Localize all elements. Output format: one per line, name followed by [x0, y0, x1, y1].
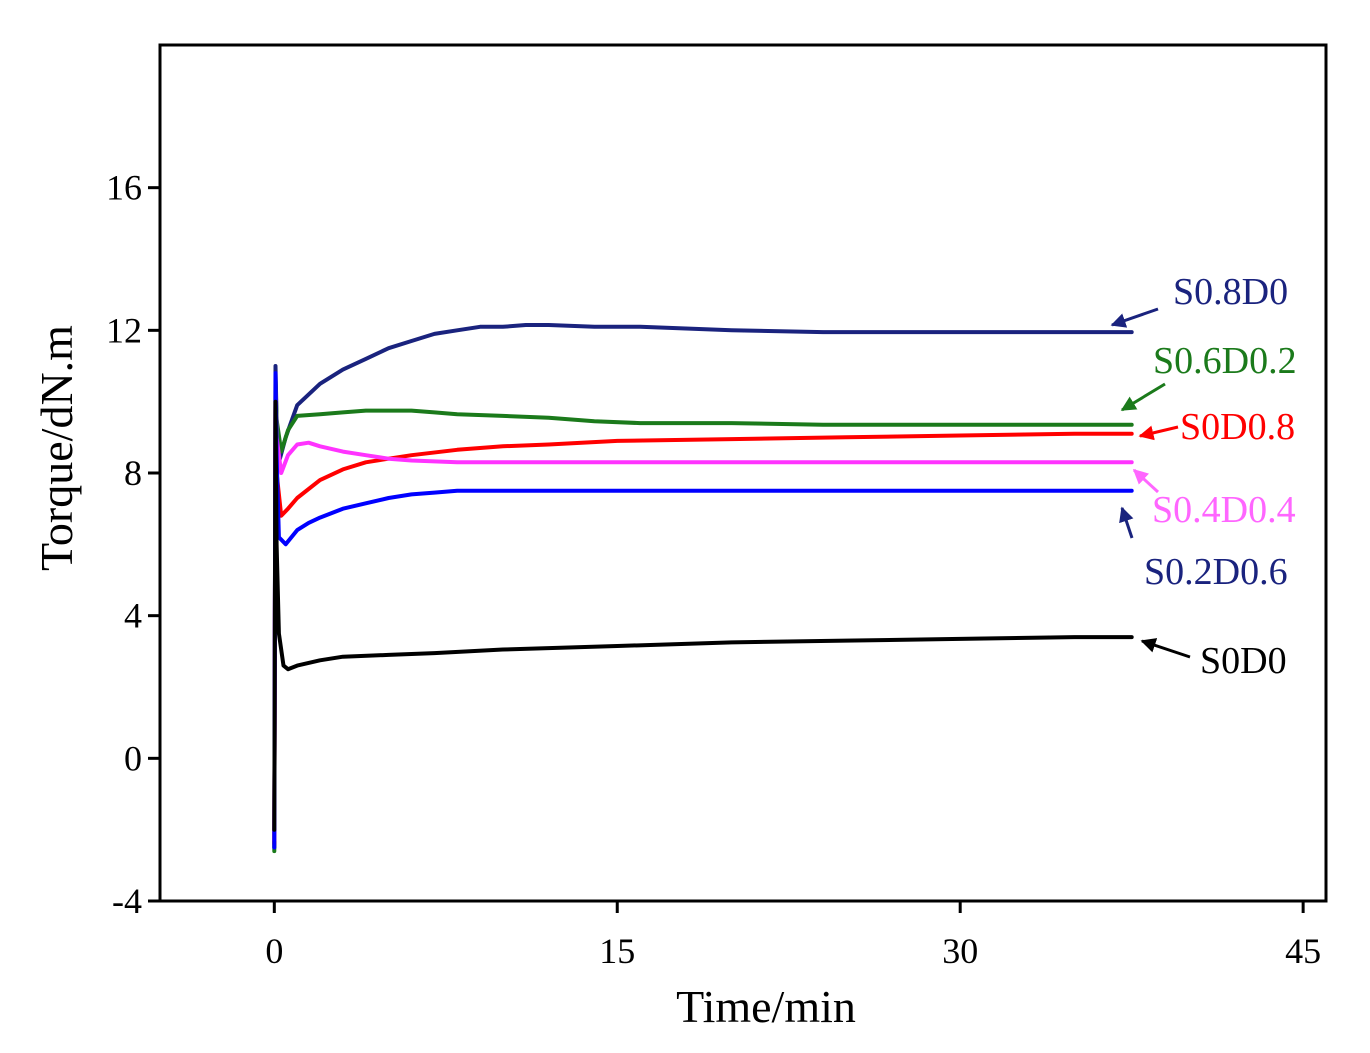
series-lines	[272, 323, 1134, 854]
arrow-s0d0	[1140, 638, 1191, 659]
series-line-s0d0	[272, 399, 1134, 832]
series-line-s06d02	[272, 378, 1134, 854]
arrow-s06d02	[1120, 382, 1166, 412]
arrow-s08d0	[1110, 307, 1159, 328]
label-s08d0: S0.8D0	[1173, 271, 1288, 313]
arrow-s04d04	[1132, 468, 1160, 494]
x-tick-label: 30	[942, 931, 978, 971]
x-tick-label: 15	[599, 931, 635, 971]
series-line-s08d0	[272, 323, 1134, 850]
y-tick-label: 4	[124, 596, 142, 636]
label-s04d04: S0.4D0.4	[1152, 489, 1296, 531]
y-tick-label: -4	[112, 881, 142, 921]
x-axis-title: Time/min	[676, 981, 856, 1032]
x-tick-label: 45	[1285, 931, 1321, 971]
y-axis-title: Torque/dN.m	[31, 325, 82, 571]
y-axis-ticks: -4 0 4 8 12 16	[106, 168, 160, 921]
series-line-s04d04	[272, 385, 1134, 843]
x-tick-label: 0	[265, 931, 283, 971]
series-line-s02d06	[272, 371, 1134, 850]
y-tick-label: 16	[106, 168, 142, 208]
label-s0d08: S0D0.8	[1180, 406, 1295, 448]
label-s0d0: S0D0	[1200, 640, 1287, 682]
series-line-s0d08	[272, 392, 1134, 846]
label-s06d02: S0.6D0.2	[1153, 340, 1297, 382]
y-tick-label: 12	[106, 310, 142, 350]
label-s02d06: S0.2D0.6	[1144, 551, 1288, 593]
y-tick-label: 0	[124, 738, 142, 778]
arrow-s0d08	[1138, 425, 1179, 441]
y-tick-label: 8	[124, 453, 142, 493]
x-axis-ticks: 0 15 30 45	[265, 901, 1321, 971]
arrow-s02d06	[1119, 506, 1134, 539]
